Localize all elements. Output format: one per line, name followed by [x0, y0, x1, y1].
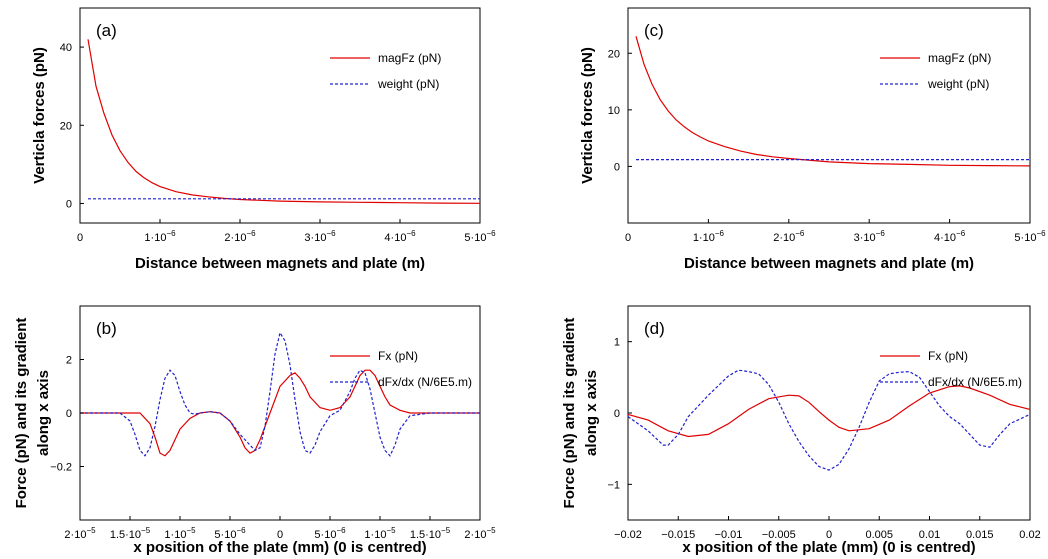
series-line-secondary: [627, 369, 1031, 471]
x-tick-exponent: −6: [1036, 229, 1046, 238]
y-axis-label: along x axis: [583, 370, 600, 456]
series-line-primary: [87, 39, 481, 204]
x-tick-label: 2·10−6: [224, 229, 256, 244]
panel-title: (b): [96, 319, 117, 338]
x-axis-label: Distance between magnets and plate (m): [684, 255, 974, 272]
x-tick-exponent: −6: [876, 229, 886, 238]
y-tick-label: 0: [614, 408, 620, 420]
y-tick-label: 2: [66, 355, 72, 367]
chart-panel-d: −0.02 −0.015 −0.01 −0.005 0 0.005 0.01 0.015 0.0…: [561, 305, 1041, 556]
x-tick-label: 1.5·10−5: [110, 526, 151, 541]
plot-frame: [627, 7, 1031, 224]
series-line-primary: [80, 369, 480, 457]
x-tick-label: 2·10−5: [464, 526, 496, 541]
legend-label: Fx (pN): [378, 349, 418, 363]
y-tick-label: 20: [60, 120, 72, 132]
x-tick-exponent: −6: [336, 526, 346, 535]
x-tick-exponent: −5: [141, 526, 151, 535]
x-tick-label: 0: [77, 232, 83, 244]
legend-label: magFz (pN): [378, 51, 441, 65]
x-tick-exponent: −5: [186, 526, 196, 535]
y-axis-label: Force (pN) and its gradient: [561, 318, 578, 509]
x-tick-label: 1·10−6: [693, 229, 725, 244]
x-tick-exponent: −6: [956, 229, 966, 238]
x-tick-label: 2·10−5: [64, 526, 96, 541]
y-tick-label: 10: [608, 105, 620, 117]
chart-panel-a: 0 1·10−6 2·10−6 3·10−6 4·10−6 5·10−6 0 20 40 (a) D…: [31, 7, 496, 272]
x-tick-exponent: −6: [246, 229, 256, 238]
x-tick-exponent: −5: [441, 526, 451, 535]
x-tick-exponent: −5: [386, 526, 396, 535]
series-line-secondary: [80, 331, 480, 457]
x-tick-label: 0: [277, 529, 283, 541]
y-axis-label: along x axis: [35, 370, 52, 456]
x-tick-label: −0.02: [614, 529, 642, 541]
y-axis-label: Force (pN) and its gradient: [13, 318, 30, 509]
x-axis-label: x position of the plate (mm) (0 is centr…: [682, 539, 975, 556]
y-tick-label: −1: [607, 479, 620, 491]
chart-panel-c: 0 1·10−6 2·10−6 3·10−6 4·10−6 5·10−6 0 10 20 (c) D…: [579, 7, 1046, 272]
x-tick-exponent: −6: [236, 526, 246, 535]
y-tick-label: 1: [614, 337, 620, 349]
legend-label: dFx/dx (N/6E5.m): [928, 375, 1022, 389]
x-tick-label: −0.005: [762, 529, 796, 541]
x-tick-label: 4·10−6: [384, 229, 416, 244]
x-tick-label: 0.005: [865, 529, 893, 541]
x-tick-exponent: −5: [486, 526, 496, 535]
x-tick-exponent: −6: [406, 229, 416, 238]
x-tick-label: 0.01: [919, 529, 940, 541]
x-axis-label: Distance between magnets and plate (m): [135, 255, 425, 272]
x-tick-exponent: −6: [326, 229, 336, 238]
x-tick-label: −0.01: [715, 529, 743, 541]
x-tick-exponent: −6: [795, 229, 805, 238]
legend-label: weight (pN): [927, 77, 989, 91]
x-tick-label: 5·10−6: [464, 229, 496, 244]
x-tick-exponent: −6: [486, 229, 496, 238]
y-tick-label: 20: [608, 48, 620, 60]
y-axis-label: Verticla forces (pN): [31, 47, 48, 184]
x-tick-label: 1.5·10−5: [410, 526, 451, 541]
y-tick-label: 40: [60, 42, 72, 54]
panel-title: (c): [644, 21, 664, 40]
x-tick-exponent: −6: [715, 229, 725, 238]
x-tick-label: 0: [625, 232, 631, 244]
x-tick-label: 5·10−6: [1014, 229, 1046, 244]
panel-title: (d): [644, 319, 665, 338]
y-axis-label: Verticla forces (pN): [579, 47, 596, 184]
x-tick-label: 0.015: [966, 529, 994, 541]
y-tick-label: 0: [66, 198, 72, 210]
legend-label: dFx/dx (N/6E5.m): [378, 375, 472, 389]
x-tick-exponent: −6: [166, 229, 176, 238]
x-tick-label: 0: [826, 529, 832, 541]
x-tick-label: 3·10−6: [304, 229, 336, 244]
x-tick-label: 4·10−6: [934, 229, 966, 244]
series-line-primary: [635, 36, 1031, 167]
y-tick-label: −0.2: [50, 462, 72, 474]
legend-label: magFz (pN): [928, 51, 991, 65]
x-tick-exponent: −5: [86, 526, 96, 535]
x-tick-label: −0.015: [661, 529, 695, 541]
legend-label: Fx (pN): [928, 349, 968, 363]
x-tick-label: 2·10−6: [773, 229, 805, 244]
plot-frame: [627, 305, 1031, 521]
y-tick-label: 0: [66, 408, 72, 420]
x-tick-label: 0.02: [1019, 529, 1040, 541]
panel-title: (a): [96, 21, 117, 40]
chart-panel-b: 2·10−5 1.5·10−5 1·10−5 5·10−6 0 5·10−6 1·10−5 1…: [13, 305, 496, 556]
x-tick-label: 1·10−6: [144, 229, 176, 244]
series-line-primary: [627, 385, 1031, 438]
x-tick-label: 3·10−6: [854, 229, 886, 244]
legend-label: weight (pN): [377, 77, 439, 91]
y-tick-label: 0: [614, 161, 620, 173]
x-axis-label: x position of the plate (mm) (0 is centr…: [133, 539, 426, 556]
plot-frame: [79, 7, 481, 224]
